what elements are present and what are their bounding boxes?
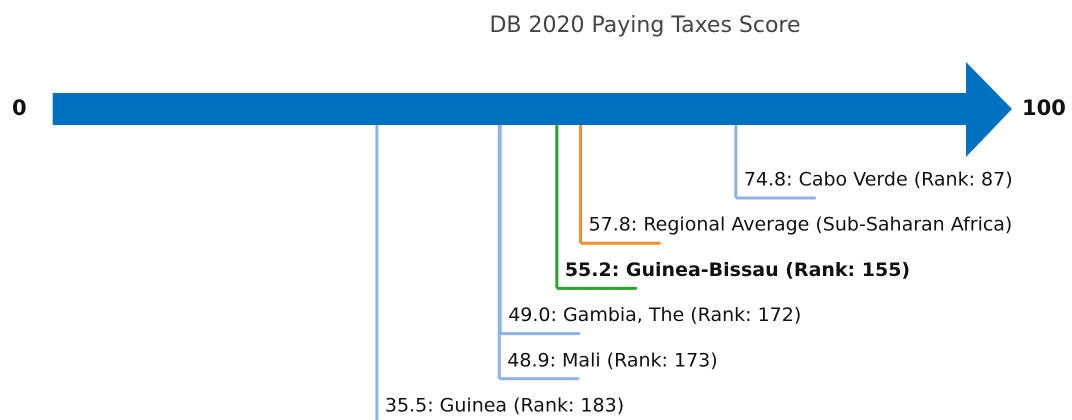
value-label: 49.0: Gambia, The (Rank: 172): [508, 304, 801, 326]
value-label: 74.8: Cabo Verde (Rank: 87): [744, 169, 1013, 191]
value-label: 55.2: Guinea-Bissau (Rank: 155): [565, 259, 910, 281]
chart-title: DB 2020 Paying Taxes Score: [489, 13, 800, 38]
value-label: 48.9: Mali (Rank: 173): [507, 349, 717, 371]
x-tick-label: 0: [12, 96, 27, 120]
x-tick-label: 100: [1022, 96, 1066, 120]
axis-arrow: [52, 62, 1012, 157]
value-label: 57.8: Regional Average (Sub-Saharan Afri…: [589, 214, 1013, 236]
value-label: 35.5: Guinea (Rank: 183): [385, 395, 624, 417]
